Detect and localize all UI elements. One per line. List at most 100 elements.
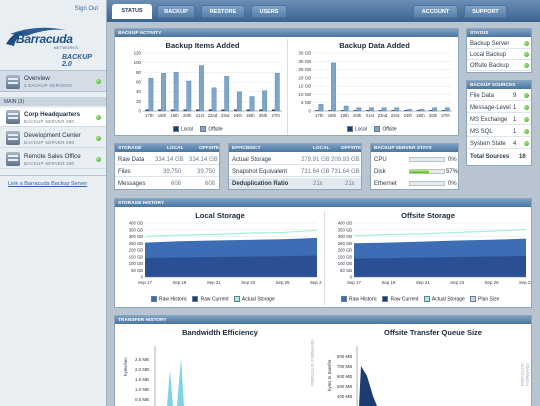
storage-history-panel: STORAGE HISTORY Local Storage Offsite St… xyxy=(114,198,532,308)
panel-header: STATUS xyxy=(467,29,531,37)
x-tick-label: 26th xyxy=(429,113,438,118)
x-tick-label: 24th xyxy=(234,113,243,118)
y-tick-label: 250 GB xyxy=(129,241,143,246)
bar-offsite xyxy=(369,107,374,112)
storage-row: Files 39,750 39,750 xyxy=(115,166,219,177)
source-row[interactable]: MS Exchange 1 xyxy=(467,114,531,125)
source-label: Message-Level xyxy=(470,105,511,111)
y-tick-label: 20 GB xyxy=(299,75,312,80)
stat-row: Ethernet 0% xyxy=(371,178,458,189)
x-tick-label: 20th xyxy=(353,113,362,118)
x-tick-label: 18th xyxy=(158,113,167,118)
queue-nav-label[interactable]: PREVIOUS FORWARD xyxy=(520,363,530,386)
ok-status-icon xyxy=(524,41,529,46)
tab-support[interactable]: SUPPORT xyxy=(464,5,507,18)
legend-swatch xyxy=(151,296,157,302)
legend-swatch xyxy=(341,296,347,302)
source-row[interactable]: Message-Level 1 xyxy=(467,102,531,113)
overview-label: Overview xyxy=(24,75,50,82)
source-row[interactable]: System State 4 xyxy=(467,138,531,149)
y-tick-label: 30 GB xyxy=(299,59,312,64)
legend-label: Raw Current xyxy=(390,296,419,303)
source-row[interactable]: File Data 9 xyxy=(467,90,531,101)
x-tick-label: Sep 27 xyxy=(310,280,322,285)
logo-wordmark: Barracuda xyxy=(16,32,73,46)
bar-offsite xyxy=(432,107,438,112)
queue-ytick: 500 MB xyxy=(337,384,353,389)
legend-swatch-offsite xyxy=(200,126,207,132)
bar-offsite xyxy=(419,109,425,112)
y-tick-label: 250 GB xyxy=(338,241,352,246)
col-offsite: Offsite xyxy=(199,145,220,151)
x-tick-label: 25th xyxy=(416,113,425,118)
main-group-header[interactable]: MAIN (3) xyxy=(0,97,106,106)
chart-title: Offsite Storage xyxy=(401,211,455,220)
legend-swatch-offsite xyxy=(374,126,381,132)
server-icon xyxy=(6,152,20,166)
overview-item[interactable]: Overview 3 BACKUP SERVERS xyxy=(0,70,106,92)
tab-users[interactable]: USERS xyxy=(251,5,287,18)
ok-status-icon xyxy=(524,105,529,110)
x-tick-label: 27th xyxy=(271,113,280,118)
bw-ytick: 1.5 MB xyxy=(135,377,149,382)
tab-status[interactable]: STATUS xyxy=(112,4,152,19)
server-item-remote[interactable]: Remote Sales Office BACKUP SERVER 390 xyxy=(0,150,106,169)
source-label: MS SQL xyxy=(470,129,493,135)
y-tick-label: 400 GB xyxy=(129,221,143,226)
sidebar-divider xyxy=(0,175,106,176)
x-tick-label: Sep 25 xyxy=(485,280,499,285)
bw-nav-label[interactable]: PREVIOUS FORWARD xyxy=(310,339,315,386)
y-tick-label: 350 GB xyxy=(338,227,352,232)
x-tick-label: 21st xyxy=(196,113,205,118)
bar-offsite xyxy=(356,107,362,112)
bar-local xyxy=(221,109,225,111)
tab-backup[interactable]: BACKUP xyxy=(157,5,195,18)
y-tick-label: 40 xyxy=(136,89,141,94)
bar-offsite xyxy=(381,107,387,112)
bar-offsite xyxy=(274,73,280,112)
bar-offsite xyxy=(161,73,166,112)
y-tick-label: 0 xyxy=(139,109,142,114)
x-tick-label: Sep 17 xyxy=(347,280,361,285)
chart-divider xyxy=(324,211,325,305)
y-tick-label: 10 GB xyxy=(299,92,312,97)
source-label: File Data xyxy=(470,93,495,99)
col-offsite: Offsite xyxy=(341,145,362,151)
legend-local: Local xyxy=(181,126,193,133)
source-label: MS Exchange xyxy=(470,117,508,123)
status-label: Backup Server xyxy=(470,41,510,47)
server-item-dev[interactable]: Development Center BACKUP SERVER 690 xyxy=(0,129,106,148)
bar-local xyxy=(328,110,332,111)
source-row[interactable]: MS SQL 1 xyxy=(467,126,531,137)
link-server-link[interactable]: Link a Barracuda Backup Server xyxy=(8,181,88,187)
server-item-corp[interactable]: Corp Headquarters BACKUP SERVER 890 xyxy=(0,108,106,127)
server-stats-panel: BACKUP SERVER STATS CPU 0% Disk 57% Ethern… xyxy=(370,143,459,190)
efficiency-panel: EFFICIENCY Local Offsite Actual Storage 279… xyxy=(228,143,362,190)
source-count: 4 xyxy=(513,141,517,147)
ok-status-icon xyxy=(524,141,529,146)
legend-items: Local Offsite xyxy=(173,126,223,132)
panel-header: STORAGE Local Offsite xyxy=(115,144,219,152)
bar-local xyxy=(259,109,263,111)
row-label: Messages xyxy=(118,181,146,187)
bar-local xyxy=(170,109,174,111)
bar-offsite xyxy=(262,90,268,112)
bar-local xyxy=(340,110,344,111)
legend-offsite-storage: Raw Historic Raw Current Actual Storage … xyxy=(341,296,499,302)
tab-account[interactable]: ACCOUNT xyxy=(413,5,458,18)
row-label: Raw Data xyxy=(118,157,145,163)
chart-divider xyxy=(287,39,288,135)
ok-status-icon xyxy=(524,129,529,134)
panel-header: TRANSFER HISTORY xyxy=(115,316,531,324)
ethernet-gauge xyxy=(409,181,445,186)
storage-row: Messages 608 608 xyxy=(115,178,219,189)
source-count: 1 xyxy=(513,117,517,123)
bar-local xyxy=(158,109,162,111)
total-row: Total Sources 16 xyxy=(467,151,531,162)
tab-restore[interactable]: RESTORE xyxy=(201,5,245,18)
bar-local xyxy=(145,109,149,111)
sign-out-link[interactable]: Sign Out xyxy=(74,6,98,12)
y-tick-label: 200 GB xyxy=(338,248,352,253)
bar-local xyxy=(403,110,408,111)
